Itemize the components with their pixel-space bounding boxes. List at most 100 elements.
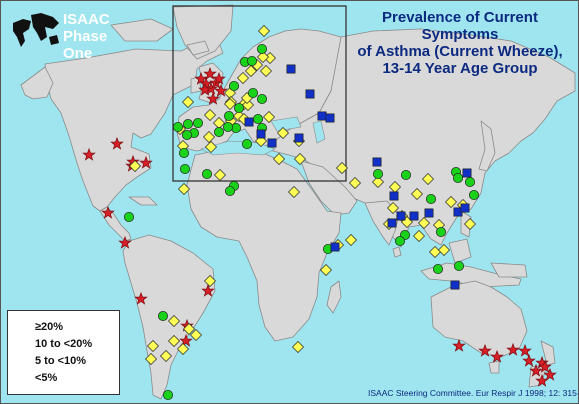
circle-marker	[400, 169, 412, 181]
diamond-marker	[445, 196, 457, 208]
alaska-landmass	[20, 66, 54, 100]
diamond-marker	[294, 153, 306, 165]
diamond-marker	[387, 202, 399, 214]
circle-marker	[241, 138, 253, 150]
australia-landmass	[430, 280, 528, 358]
star-marker	[543, 367, 557, 381]
circle-marker	[123, 211, 135, 223]
diamond-marker	[204, 275, 216, 287]
circle-marker	[213, 126, 225, 138]
star-marker	[214, 84, 228, 97]
square-marker	[387, 218, 397, 228]
circle-marker	[224, 185, 236, 197]
circle-marker	[228, 80, 240, 92]
circle-marker	[162, 389, 174, 401]
caribbean-landmass	[128, 196, 158, 206]
india-landmass	[364, 200, 400, 246]
diamond-marker	[182, 96, 194, 108]
circle-marker	[192, 117, 204, 129]
star-marker	[490, 349, 504, 363]
star-marker	[206, 92, 220, 105]
marker-layer	[82, 25, 557, 401]
diamond-marker	[147, 340, 159, 352]
circle-marker	[201, 168, 213, 180]
diamond-marker	[204, 109, 216, 121]
square-marker	[286, 64, 296, 74]
diamond-marker	[418, 217, 430, 229]
title-line-1: Prevalence of Current Symptoms	[382, 9, 538, 43]
diamond-marker	[190, 329, 202, 341]
square-marker	[325, 113, 335, 123]
square-marker	[267, 138, 277, 148]
square-marker	[317, 111, 327, 121]
circle-marker	[468, 189, 480, 201]
diamond-marker	[178, 183, 190, 195]
citation-text: ISAAC Steering Committee. Eur Respir J 1…	[368, 388, 579, 398]
square-marker	[389, 191, 399, 201]
star-marker	[538, 359, 552, 373]
square-marker	[294, 133, 304, 143]
star-marker	[201, 283, 215, 297]
diamond-marker	[237, 72, 249, 84]
star-marker	[179, 333, 193, 347]
circle-marker	[247, 87, 259, 99]
square-marker	[396, 211, 406, 221]
sri-lanka-landmass	[392, 246, 402, 258]
star-marker	[452, 338, 466, 352]
star-marker	[82, 147, 96, 161]
square-marker	[424, 208, 434, 218]
diamond-marker	[464, 218, 476, 230]
circle-marker	[435, 226, 447, 238]
new-guinea-landmass	[490, 262, 528, 278]
diamond-marker	[177, 343, 189, 355]
diamond-marker	[429, 246, 441, 258]
star-marker	[522, 353, 536, 367]
star-marker	[101, 205, 115, 219]
diamond-marker	[242, 99, 254, 111]
legend-label: 5 to <10%	[35, 355, 87, 367]
diamond-marker	[336, 162, 348, 174]
diamond-marker	[438, 244, 450, 256]
star-marker	[194, 72, 208, 85]
circle-marker	[181, 129, 193, 141]
circle-marker	[222, 121, 234, 133]
square-marker	[462, 168, 472, 178]
circle-marker	[432, 263, 444, 275]
circle-marker	[256, 43, 268, 55]
title-line-3: 13-14 Year Age Group	[382, 60, 538, 77]
star-marker	[139, 155, 153, 169]
star-marker	[203, 67, 217, 80]
circle-marker	[453, 260, 465, 272]
circle-marker	[157, 310, 169, 322]
circle-marker	[233, 102, 245, 114]
borneo-landmass	[448, 238, 472, 264]
circle-marker	[252, 113, 264, 125]
diamond-marker	[277, 127, 289, 139]
diamond-marker	[320, 264, 332, 276]
diamond-marker	[203, 131, 215, 143]
star-marker	[478, 343, 492, 357]
caspian-sea	[312, 120, 326, 144]
star-marker	[110, 136, 124, 150]
logo-line-1: ISAAC Phase	[63, 11, 110, 45]
iceland-landmass	[186, 40, 210, 56]
africa-landmass	[186, 150, 342, 342]
star-marker	[204, 82, 218, 95]
legend-item-diamond: 10 to <20%	[8, 336, 118, 352]
world-logo-icon	[13, 13, 59, 47]
square-marker	[305, 89, 315, 99]
europe-inset-box	[172, 5, 347, 182]
diamond-marker	[413, 230, 425, 242]
circle-marker	[178, 147, 190, 159]
diamond-marker	[260, 65, 272, 77]
title-line-2: of Asthma (Current Wheeze),	[357, 43, 563, 60]
legend-label: <5%	[35, 372, 58, 384]
circle-marker	[452, 172, 464, 184]
diamond-marker	[145, 353, 157, 365]
diamond-marker	[214, 169, 226, 181]
mediterranean-sea	[200, 140, 276, 156]
circle-marker	[223, 110, 235, 122]
star-marker	[506, 342, 520, 356]
